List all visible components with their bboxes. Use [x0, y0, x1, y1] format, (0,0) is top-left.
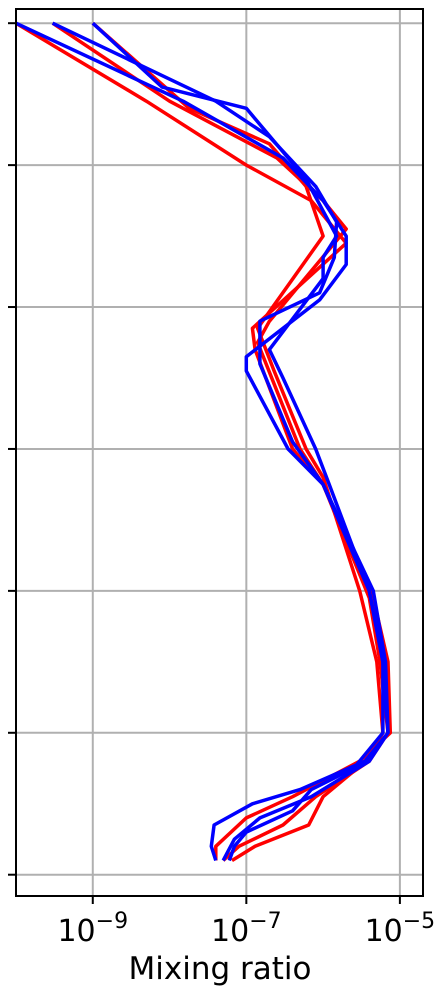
x-tick-label: 10−7	[211, 909, 282, 949]
blue-series-line	[15, 21, 390, 862]
x-tick-label: 10−9	[57, 909, 128, 949]
ticks	[8, 22, 401, 904]
x-tick-label: 10−5	[365, 909, 436, 949]
x-axis-label: Mixing ratio	[129, 951, 312, 987]
series-layer	[15, 21, 393, 862]
plot-frame	[15, 8, 424, 897]
tick-labels: 10−9 10−7 10−5	[57, 909, 435, 949]
gridlines	[16, 9, 423, 896]
blue-series-line	[51, 21, 390, 862]
